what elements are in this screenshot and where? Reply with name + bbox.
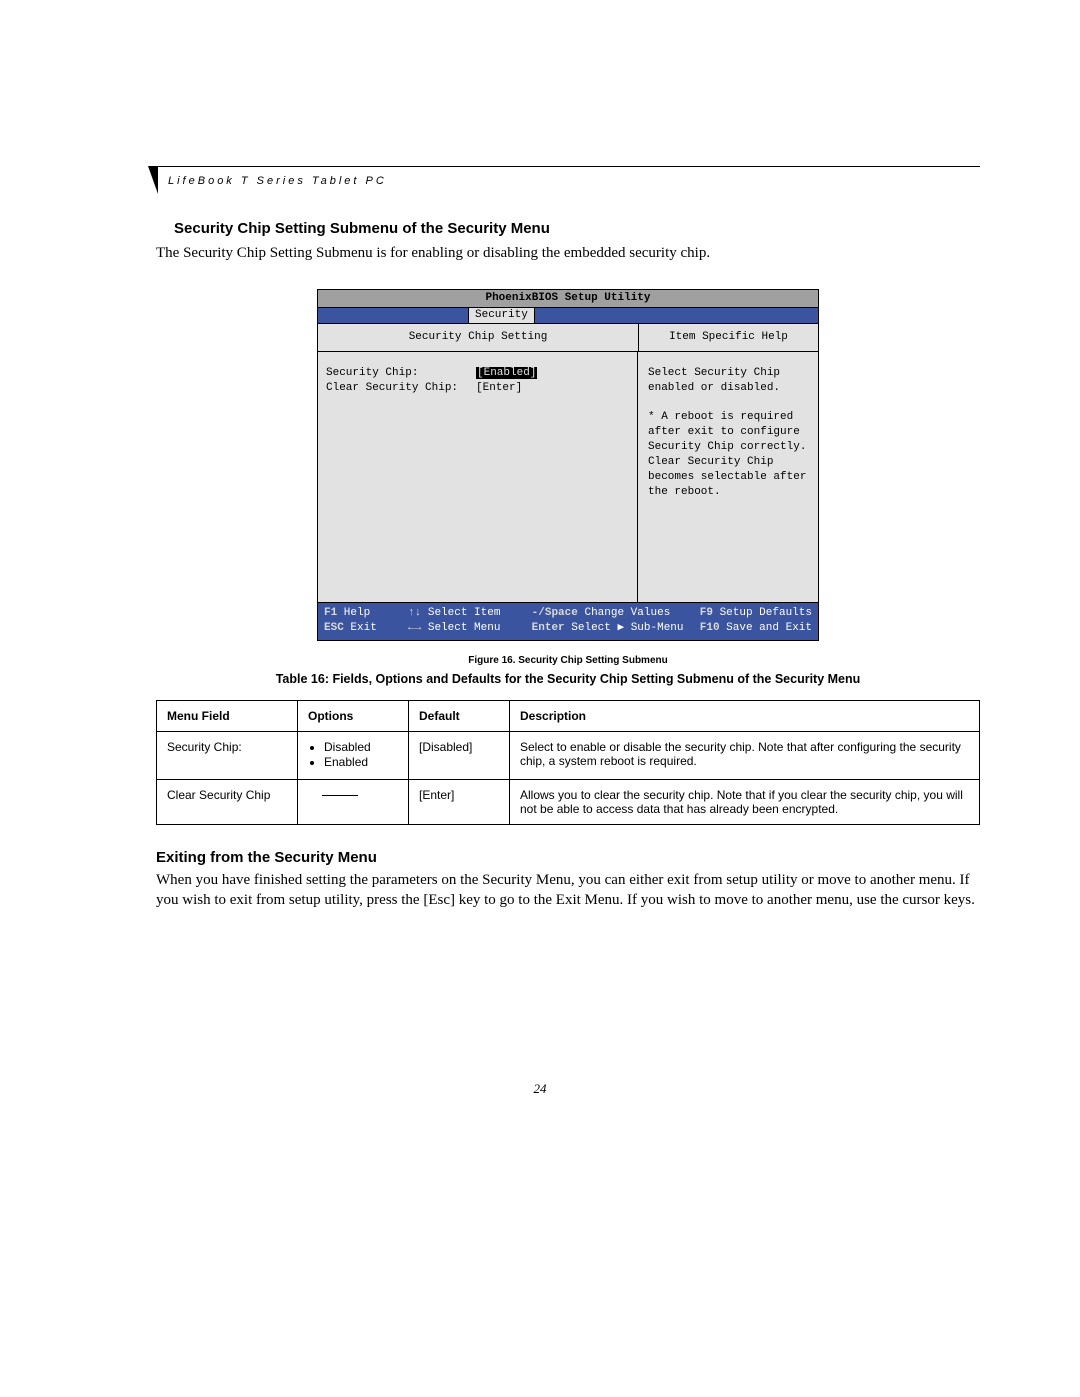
bios-active-tab: Security	[468, 308, 535, 323]
table-cell-field: Clear Security Chip	[157, 779, 298, 824]
table-cell-description: Allows you to clear the security chip. N…	[510, 779, 980, 824]
document-page: LifeBook T Series Tablet PC Security Chi…	[0, 0, 1080, 1397]
bios-footer: F1 Help↑↓ Select Item-/Space Change Valu…	[318, 602, 818, 640]
exit-paragraph: When you have finished setting the param…	[156, 870, 980, 911]
bios-setting-value: [Enabled]	[476, 366, 537, 381]
bios-left-heading: Security Chip Setting	[318, 324, 639, 351]
table-title: Table 16: Fields, Options and Defaults f…	[176, 672, 960, 686]
header-rule	[156, 166, 980, 167]
table-header-cell: Description	[510, 700, 980, 731]
bios-title: PhoenixBIOS Setup Utility	[318, 290, 818, 308]
bios-footer-hint: ←→ Select Menu	[408, 621, 532, 636]
bios-setting-label: Security Chip:	[326, 366, 476, 381]
header-label: LifeBook T Series Tablet PC	[168, 175, 387, 187]
bios-footer-row: F1 Help↑↓ Select Item-/Space Change Valu…	[324, 606, 812, 621]
bios-footer-hint: F10 Save and Exit	[700, 621, 812, 636]
bios-help-panel: Select Security Chip enabled or disabled…	[638, 352, 818, 602]
intro-paragraph: The Security Chip Setting Submenu is for…	[156, 243, 980, 263]
table-cell-options	[298, 779, 409, 824]
bios-footer-hint: F1 Help	[324, 606, 408, 621]
content-area: Security Chip Setting Submenu of the Sec…	[156, 170, 980, 910]
table-cell-default: [Disabled]	[409, 731, 510, 779]
bios-body: Security Chip:[Enabled]Clear Security Ch…	[318, 352, 818, 602]
bios-footer-hint: F9 Setup Defaults	[700, 606, 812, 621]
bios-footer-row: ESC Exit←→ Select MenuEnter Select ▶ Sub…	[324, 621, 812, 636]
exit-section-title: Exiting from the Security Menu	[156, 849, 980, 866]
bios-setting-label: Clear Security Chip:	[326, 381, 476, 396]
table-cell-options: DisabledEnabled	[298, 731, 409, 779]
bios-help-line: Select Security Chip enabled or disabled…	[648, 366, 808, 396]
bios-footer-hint: ↑↓ Select Item	[408, 606, 532, 621]
table-header-cell: Default	[409, 700, 510, 731]
table-cell-description: Select to enable or disable the security…	[510, 731, 980, 779]
table-cell-default: [Enter]	[409, 779, 510, 824]
section-title: Security Chip Setting Submenu of the Sec…	[174, 220, 980, 237]
options-table: Menu FieldOptionsDefaultDescription Secu…	[156, 700, 980, 825]
bios-setting-row: Clear Security Chip:[Enter]	[326, 381, 629, 396]
bios-help-line: * A reboot is required after exit to con…	[648, 410, 808, 499]
table-row: Security Chip:DisabledEnabled[Disabled]S…	[157, 731, 980, 779]
bios-footer-hint: -/Space Change Values	[532, 606, 700, 621]
bios-tab-row: Security	[318, 308, 818, 324]
bios-setting-value: [Enter]	[476, 381, 522, 396]
bios-footer-hint: Enter Select ▶ Sub-Menu	[532, 621, 700, 636]
corner-mark-icon	[148, 166, 158, 194]
bios-screenshot: PhoenixBIOS Setup Utility Security Secur…	[317, 289, 819, 640]
bios-right-heading: Item Specific Help	[639, 324, 818, 351]
table-header-row: Menu FieldOptionsDefaultDescription	[157, 700, 980, 731]
table-header-cell: Options	[298, 700, 409, 731]
table-row: Clear Security Chip [Enter]Allows you to …	[157, 779, 980, 824]
bios-setting-row: Security Chip:[Enabled]	[326, 366, 629, 381]
bios-footer-hint: ESC Exit	[324, 621, 408, 636]
bios-help-line	[648, 396, 808, 411]
table-header-cell: Menu Field	[157, 700, 298, 731]
bios-settings-panel: Security Chip:[Enabled]Clear Security Ch…	[318, 352, 638, 602]
bios-column-headers: Security Chip Setting Item Specific Help	[318, 324, 818, 352]
page-number: 24	[0, 1081, 1080, 1097]
figure-caption: Figure 16. Security Chip Setting Submenu	[156, 655, 980, 666]
table-cell-field: Security Chip:	[157, 731, 298, 779]
